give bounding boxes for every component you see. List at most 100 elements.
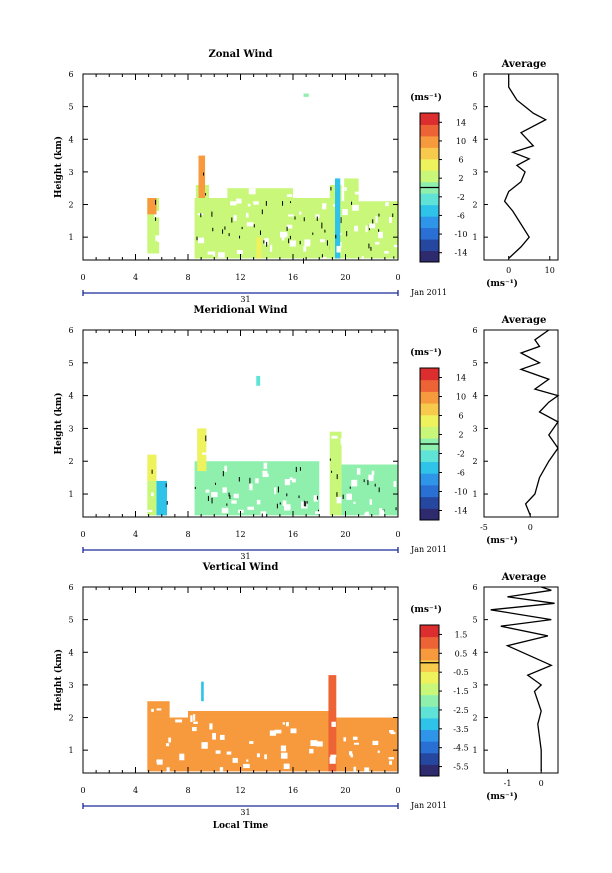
data-gap [168,737,172,743]
colorbar-band [420,403,439,416]
contour-mark [321,254,323,258]
data-gap [289,240,296,247]
contour-mark [166,501,168,505]
data-gap [219,734,225,740]
date-day-label: 31 [240,552,250,561]
contour-mark [299,467,301,471]
colorbar-band [420,414,439,427]
data-gap [331,721,336,727]
data-gap [378,231,383,239]
data-gap [193,714,196,721]
colorbar-tick-label: 2 [458,431,463,440]
contour-mark [241,226,243,230]
data-gap [217,252,225,258]
data-gap [269,244,273,252]
contour-mark [331,470,333,473]
data-gap [202,452,207,455]
data-gap [197,237,205,244]
data-cell [198,155,206,198]
data-gap [287,214,294,217]
colorbar-band [420,147,439,160]
x-tick-label: 0 [80,273,85,282]
data-gap [343,737,347,742]
data-gap [256,499,261,505]
data-gap [393,481,397,487]
contour-mark [306,500,308,504]
contour-mark [196,236,198,241]
data-gap [388,757,394,760]
profile-x-tick-label: -5 [480,523,488,532]
colorbar-band [420,461,439,474]
contour-mark [316,495,318,500]
data-cell [194,198,332,259]
y-tick-label: 3 [68,681,73,690]
data-gap [351,479,358,487]
date-month-label: Jan 2011 [410,801,447,810]
date-month-label: Jan 2011 [410,288,447,297]
data-gap [310,740,318,747]
data-gap [193,721,198,724]
data-gap [354,742,360,745]
colorbar-tick-label: 6 [458,156,463,165]
data-cell [194,461,320,516]
profile-x-label: (ms⁻¹) [486,535,518,546]
data-gap [262,470,268,476]
x-tick-label: 0 [80,786,85,795]
data-gap [339,241,343,248]
data-gap [389,216,392,224]
y-tick-label: 1 [68,746,73,755]
data-gap [280,745,287,752]
contour-mark [295,466,297,473]
profile-y-tick-label: 4 [472,392,477,401]
y-tick-label: 6 [68,326,73,335]
data-gap [207,251,215,255]
data-gap [340,438,343,445]
y-tick-label: 1 [68,233,73,242]
x-tick-label: 0 [395,530,400,539]
colorbar-unit: (ms⁻¹) [410,604,442,615]
contour-mark [330,186,332,191]
colorbar-tick-label: -14 [455,249,468,258]
contour-mark [266,241,268,247]
y-tick-label: 2 [68,201,73,210]
profile-x-label: (ms⁻¹) [486,278,518,289]
colorbar-band [420,496,439,509]
colorbar-band [420,764,439,777]
colorbar-tick-label: 14 [456,374,466,383]
data-gap [304,239,311,247]
contour-mark [336,492,338,497]
data-gap [350,753,354,758]
colorbar-band [420,659,439,672]
data-gap [236,198,242,204]
data-gap [246,222,254,227]
contour-mark [253,224,255,228]
data-gap [369,223,376,229]
contour-mark [351,201,353,205]
contour-mark [282,201,284,206]
x-tick-label: 16 [288,786,298,795]
colorbar-band [420,426,439,439]
data-gap [248,188,256,195]
data-gap [352,204,359,211]
y-axis-label: Height (km) [53,392,64,454]
profile-x-tick-label: -1 [504,779,512,788]
colorbar-tick-label: -14 [455,507,468,516]
colorbar-tick-label: 1.5 [455,630,468,639]
contour-mark [279,502,281,505]
date-month-label: Jan 2011 [410,545,447,554]
data-gap [151,708,154,712]
data-cell [303,93,309,97]
colorbar-band [420,239,439,252]
data-gap [333,204,336,207]
contour-mark [226,503,228,506]
data-gap [232,757,238,763]
data-gap [282,722,285,725]
contour-mark [302,258,304,264]
contour-mark [318,509,320,513]
x-tick-label: 8 [185,530,190,539]
x-tick-label: 4 [133,273,138,282]
data-gap [264,754,267,760]
profile-y-tick-label: 5 [472,616,477,625]
data-gap [230,200,237,206]
contour-mark [289,235,291,240]
